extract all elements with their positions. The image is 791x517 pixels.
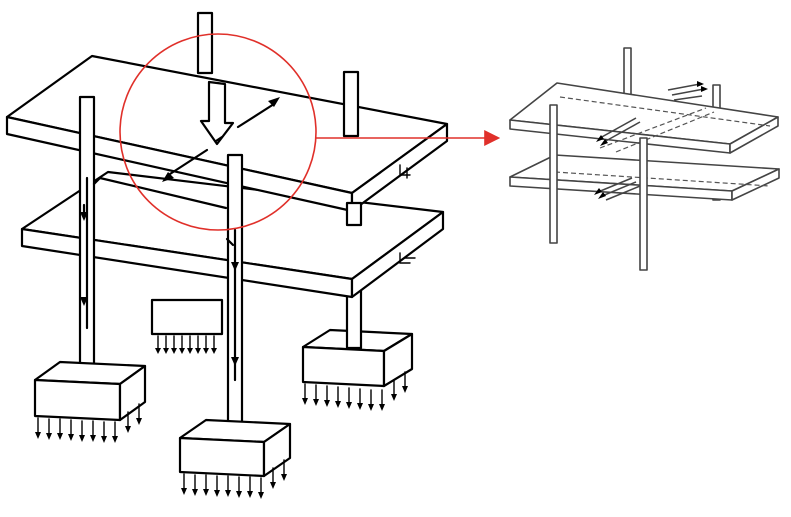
column-front-left xyxy=(78,95,96,379)
soil-pressure-arrows-front-middle xyxy=(181,459,287,499)
footing-front-middle xyxy=(178,418,292,499)
column-back-right-mid xyxy=(345,201,363,227)
column-back-left-top xyxy=(196,11,214,75)
soil-pressure-arrows-right xyxy=(302,371,408,411)
force-path-arrow xyxy=(80,212,88,221)
force-path-arrow xyxy=(231,357,239,366)
building-frame xyxy=(5,11,449,499)
force-path xyxy=(80,176,239,366)
footing-front-left xyxy=(33,360,147,443)
soil-pressure-arrows-back xyxy=(155,335,217,354)
distribution-arrow xyxy=(162,97,280,182)
detail-force-arrows-lower xyxy=(594,177,641,201)
highlight-circle xyxy=(119,33,317,231)
footing-right xyxy=(301,328,414,411)
footing-back xyxy=(150,298,224,354)
column-back-right-top xyxy=(342,70,360,138)
detail-force-arrows xyxy=(596,81,708,146)
column-front-middle xyxy=(226,153,244,432)
soil-pressure-arrows-front-left xyxy=(35,403,142,443)
force-path-arrow xyxy=(80,297,88,306)
force-path-arrow xyxy=(231,262,239,271)
gravity-load-arrow xyxy=(199,80,235,146)
slab-detail xyxy=(509,47,780,271)
